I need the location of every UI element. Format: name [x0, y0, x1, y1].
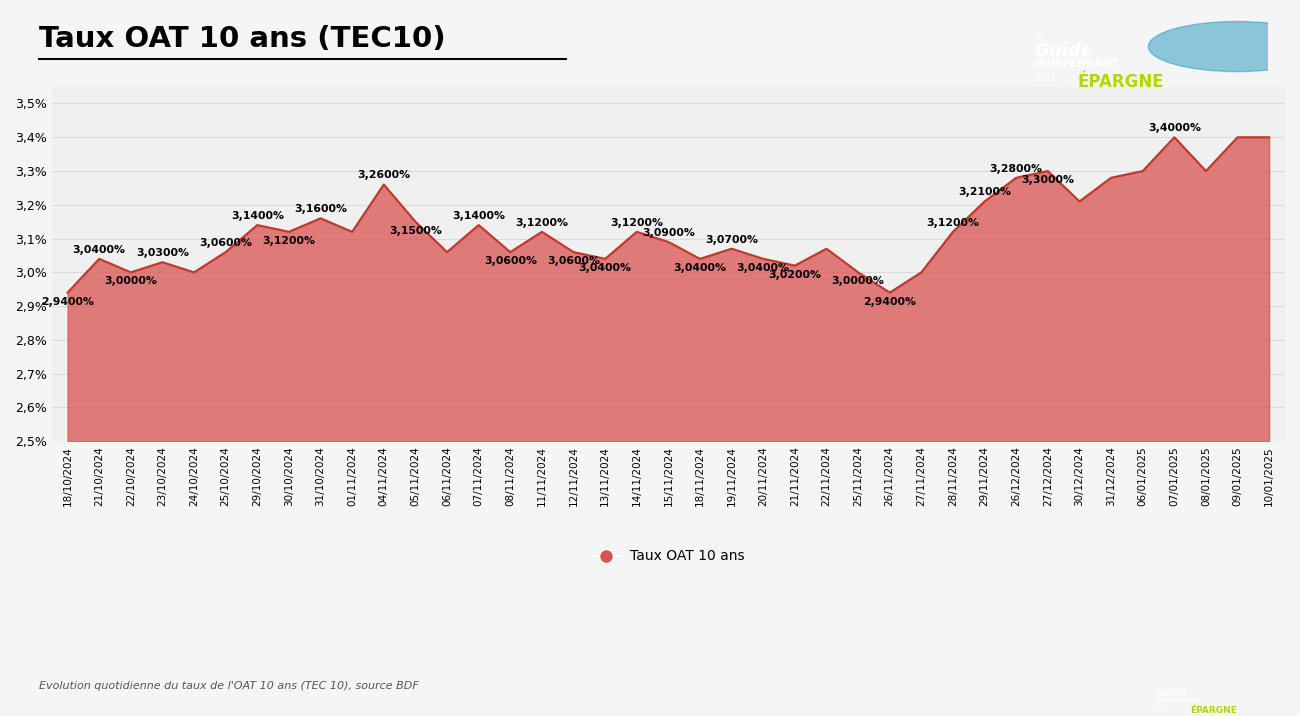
Legend: Taux OAT 10 ans: Taux OAT 10 ans	[586, 544, 750, 569]
Text: Taux OAT 10 ans (TEC10): Taux OAT 10 ans (TEC10)	[39, 25, 446, 53]
Text: Guide: Guide	[1156, 688, 1187, 698]
Text: 3,0400%: 3,0400%	[673, 263, 727, 273]
Circle shape	[1148, 21, 1300, 72]
Text: 3,0000%: 3,0000%	[104, 276, 157, 286]
Text: Guide: Guide	[1035, 42, 1093, 59]
Text: le: le	[1035, 30, 1043, 40]
Text: 3,0600%: 3,0600%	[547, 256, 601, 266]
Text: ÉPARGNE: ÉPARGNE	[1190, 706, 1236, 715]
Text: 3,1400%: 3,1400%	[452, 211, 506, 221]
Text: 3,0400%: 3,0400%	[578, 263, 632, 273]
Text: 3,0200%: 3,0200%	[768, 270, 822, 280]
Text: 3,0900%: 3,0900%	[642, 228, 694, 238]
Text: 3,1200%: 3,1200%	[610, 218, 663, 228]
Text: 3,0700%: 3,0700%	[705, 235, 758, 245]
Text: de L': de L'	[1156, 706, 1171, 711]
Text: 2,9400%: 2,9400%	[863, 296, 916, 306]
Text: 3,2800%: 3,2800%	[989, 164, 1043, 174]
Text: 3,1600%: 3,1600%	[294, 204, 347, 214]
Text: INDÉPENDANT: INDÉPENDANT	[1156, 698, 1200, 703]
Text: 3,1400%: 3,1400%	[231, 211, 283, 221]
Text: 3,3000%: 3,3000%	[1022, 175, 1074, 185]
Text: de L': de L'	[1035, 73, 1061, 83]
Text: 3,1200%: 3,1200%	[515, 218, 568, 228]
Text: 3,1500%: 3,1500%	[389, 226, 442, 236]
Text: 3,0000%: 3,0000%	[832, 276, 884, 286]
Text: 3,0600%: 3,0600%	[199, 238, 252, 248]
Text: 3,4000%: 3,4000%	[1148, 123, 1201, 133]
Text: INDÉPENDANT: INDÉPENDANT	[1035, 59, 1119, 69]
Text: Evolution quotidienne du taux de l'OAT 10 ans (TEC 10), source BDF: Evolution quotidienne du taux de l'OAT 1…	[39, 681, 419, 691]
Text: 3,0400%: 3,0400%	[73, 245, 126, 255]
Text: 2,9400%: 2,9400%	[42, 296, 94, 306]
Text: 3,2600%: 3,2600%	[358, 170, 411, 180]
Text: 3,1200%: 3,1200%	[927, 218, 979, 228]
Text: 3,0300%: 3,0300%	[136, 248, 188, 258]
Text: 3,0400%: 3,0400%	[737, 263, 789, 273]
Text: 3,1200%: 3,1200%	[263, 236, 316, 246]
Text: 3,2100%: 3,2100%	[958, 188, 1011, 198]
Text: 3,0600%: 3,0600%	[484, 256, 537, 266]
Text: le: le	[1156, 680, 1161, 685]
Text: ÉPARGNE: ÉPARGNE	[1078, 73, 1164, 91]
